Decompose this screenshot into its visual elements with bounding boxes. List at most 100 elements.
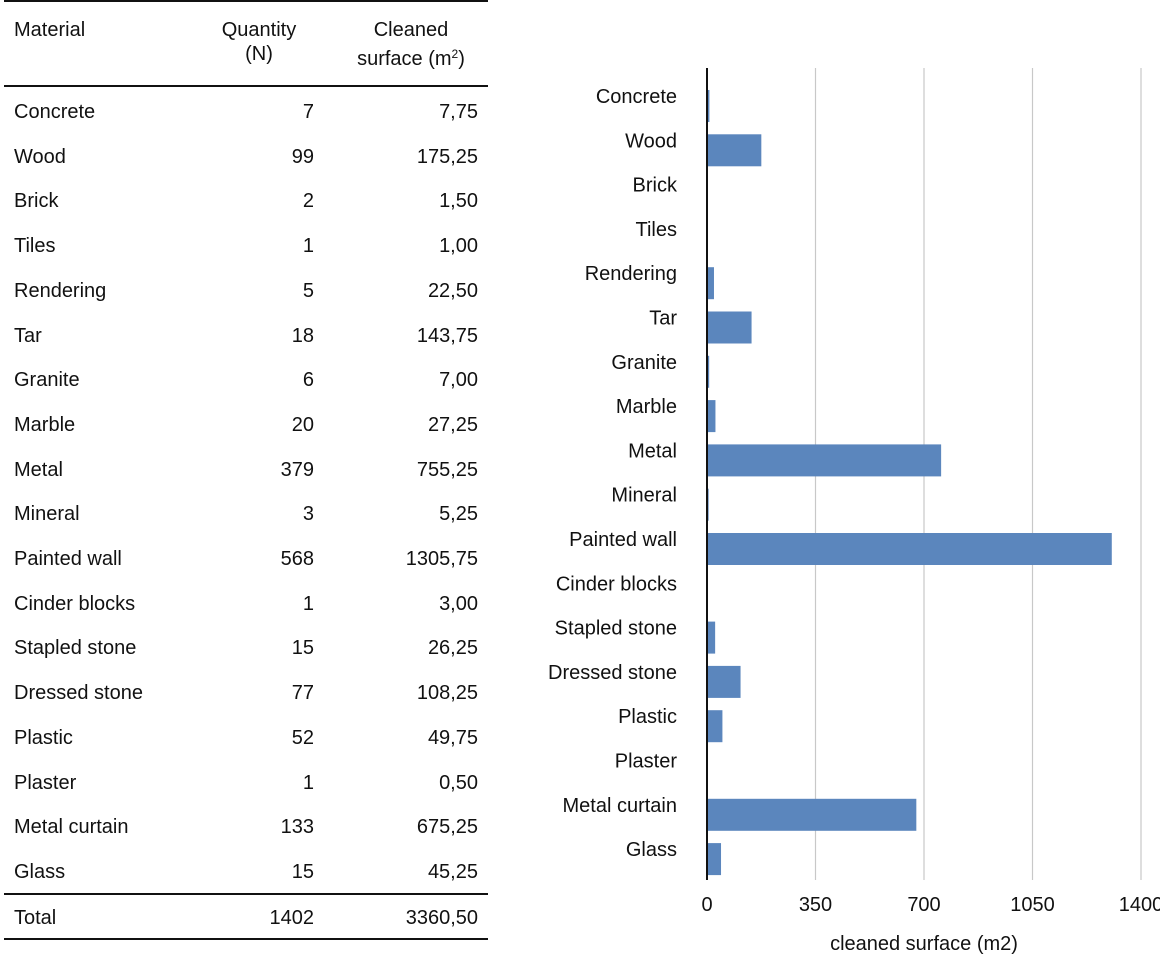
table-cell-material: Glass [14, 860, 66, 883]
table-cell-surface: 175,25 [416, 145, 478, 168]
bar [707, 90, 710, 122]
table-cell-quantity: 1 [302, 592, 314, 615]
x-tick-label: 1050 [1010, 894, 1055, 916]
x-tick-label: 1400 [1119, 894, 1160, 916]
table-total-rule [4, 893, 488, 895]
table-cell-quantity: 15 [291, 637, 314, 660]
table-cell-material: Concrete [14, 101, 96, 123]
total-surface: 3360,50 [405, 907, 478, 929]
table-cell-surface: 26,25 [427, 637, 478, 660]
header-surface-line2: surface (m2) [334, 42, 488, 71]
bar [707, 665, 741, 698]
table-cell-surface: 45,25 [427, 860, 478, 883]
category-label: Marble [616, 396, 677, 418]
table-cell-material: Painted wall [14, 548, 122, 570]
table-cell-quantity: 15 [291, 860, 314, 883]
table-cell-material: Dressed stone [14, 682, 143, 705]
materials-table: Material Quantity (N) Cleaned surface (m… [4, 0, 488, 961]
table-cell-surface: 143,75 [416, 324, 478, 347]
header-surface-text: surface (m [357, 48, 452, 70]
table-header-rule [4, 85, 488, 87]
table-cell-surface: 108,25 [416, 682, 478, 705]
x-axis-title: cleaned surface (m2) [830, 933, 1018, 955]
category-label: Plaster [615, 751, 678, 773]
table-cell-material: Granite [14, 369, 80, 392]
table-cell-surface: 0,50 [439, 771, 478, 794]
table-cell-quantity: 20 [291, 413, 314, 436]
table-cell-surface: 3,00 [439, 592, 478, 615]
table-cell-surface: 755,25 [416, 458, 478, 481]
bar [707, 710, 723, 743]
table-cell-surface: 7,75 [439, 101, 478, 123]
bar-chart: Concrete Wood Brick Tiles Rendering Tar Granit… [548, 68, 1160, 955]
category-label: Tar [649, 308, 677, 330]
table-cell-quantity: 1 [302, 235, 314, 258]
header-surface-close: ) [458, 48, 465, 70]
table-cell-quantity: 379 [280, 458, 314, 481]
x-tick-label: 700 [907, 894, 940, 916]
table-cell-material: Tiles [14, 235, 56, 258]
category-label: Mineral [611, 485, 677, 507]
category-label: Tiles [636, 219, 677, 241]
bar [707, 355, 710, 388]
header-material: Material [14, 19, 86, 41]
header-surface-line1: Cleaned [373, 19, 449, 41]
total-label: Total [14, 907, 57, 929]
table-cell-material: Mineral [14, 503, 80, 526]
table-cell-material: Stapled stone [14, 637, 137, 660]
table-cell-surface: 7,00 [439, 369, 478, 392]
table-cell-quantity: 133 [280, 816, 314, 839]
table-cell-surface: 22,50 [427, 279, 478, 302]
table-cell-quantity: 2 [302, 190, 314, 213]
table-cell-surface: 1,50 [439, 190, 478, 213]
table-cell-material: Plaster [14, 771, 77, 794]
bar [707, 311, 752, 344]
category-label: Concrete [596, 86, 677, 108]
category-label: Metal [628, 440, 677, 462]
table-cell-material: Rendering [14, 279, 107, 302]
table-cell-material: Metal [14, 458, 63, 481]
table-cell-quantity: 568 [280, 548, 314, 570]
table-cell-surface: 49,75 [427, 726, 478, 749]
table-cell-material: Metal curtain [14, 816, 129, 839]
category-label: Plastic [618, 706, 677, 728]
table-cell-material: Plastic [14, 726, 73, 749]
bar [707, 400, 716, 433]
bar [707, 843, 722, 876]
table-cell-quantity: 3 [302, 503, 314, 526]
category-label: Rendering [585, 263, 677, 285]
x-tick-label: 0 [701, 894, 712, 916]
table-cell-surface: 1,00 [439, 235, 478, 258]
table-bottom-rule [4, 938, 488, 940]
category-label: Granite [611, 352, 677, 374]
table-cell-material: Brick [14, 190, 59, 213]
header-quantity-line2: (N) [245, 43, 273, 65]
table-top-rule [4, 0, 488, 2]
table-cell-quantity: 7 [302, 101, 314, 123]
bar [707, 444, 942, 477]
category-label: Brick [633, 175, 678, 197]
bar [707, 798, 917, 831]
header-quantity: Quantity (N) [204, 18, 314, 66]
category-label: Stapled stone [555, 618, 677, 640]
table-cell-quantity: 77 [291, 682, 314, 705]
category-label: Cinder blocks [556, 573, 677, 595]
table-cell-quantity: 99 [291, 145, 314, 168]
table-cell-surface: 675,25 [416, 816, 478, 839]
table-cell-material: Marble [14, 413, 76, 436]
category-label: Metal curtain [563, 795, 678, 817]
category-label: Wood [625, 130, 677, 152]
category-label: Dressed stone [548, 662, 677, 684]
x-tick-label: 350 [799, 894, 832, 916]
bar [707, 621, 716, 654]
table-cell-material: Cinder blocks [14, 592, 136, 615]
table-cell-quantity: 5 [302, 279, 314, 302]
category-label: Painted wall [569, 529, 677, 551]
table-cell-quantity: 1 [302, 771, 314, 794]
category-label: Glass [626, 839, 677, 861]
table-cell-quantity: 18 [291, 324, 314, 347]
header-surface-sup: 2 [451, 47, 459, 61]
bar [707, 134, 762, 167]
table-cell-material: Wood [14, 145, 66, 168]
table-cell-surface: 1305,75 [405, 548, 478, 570]
